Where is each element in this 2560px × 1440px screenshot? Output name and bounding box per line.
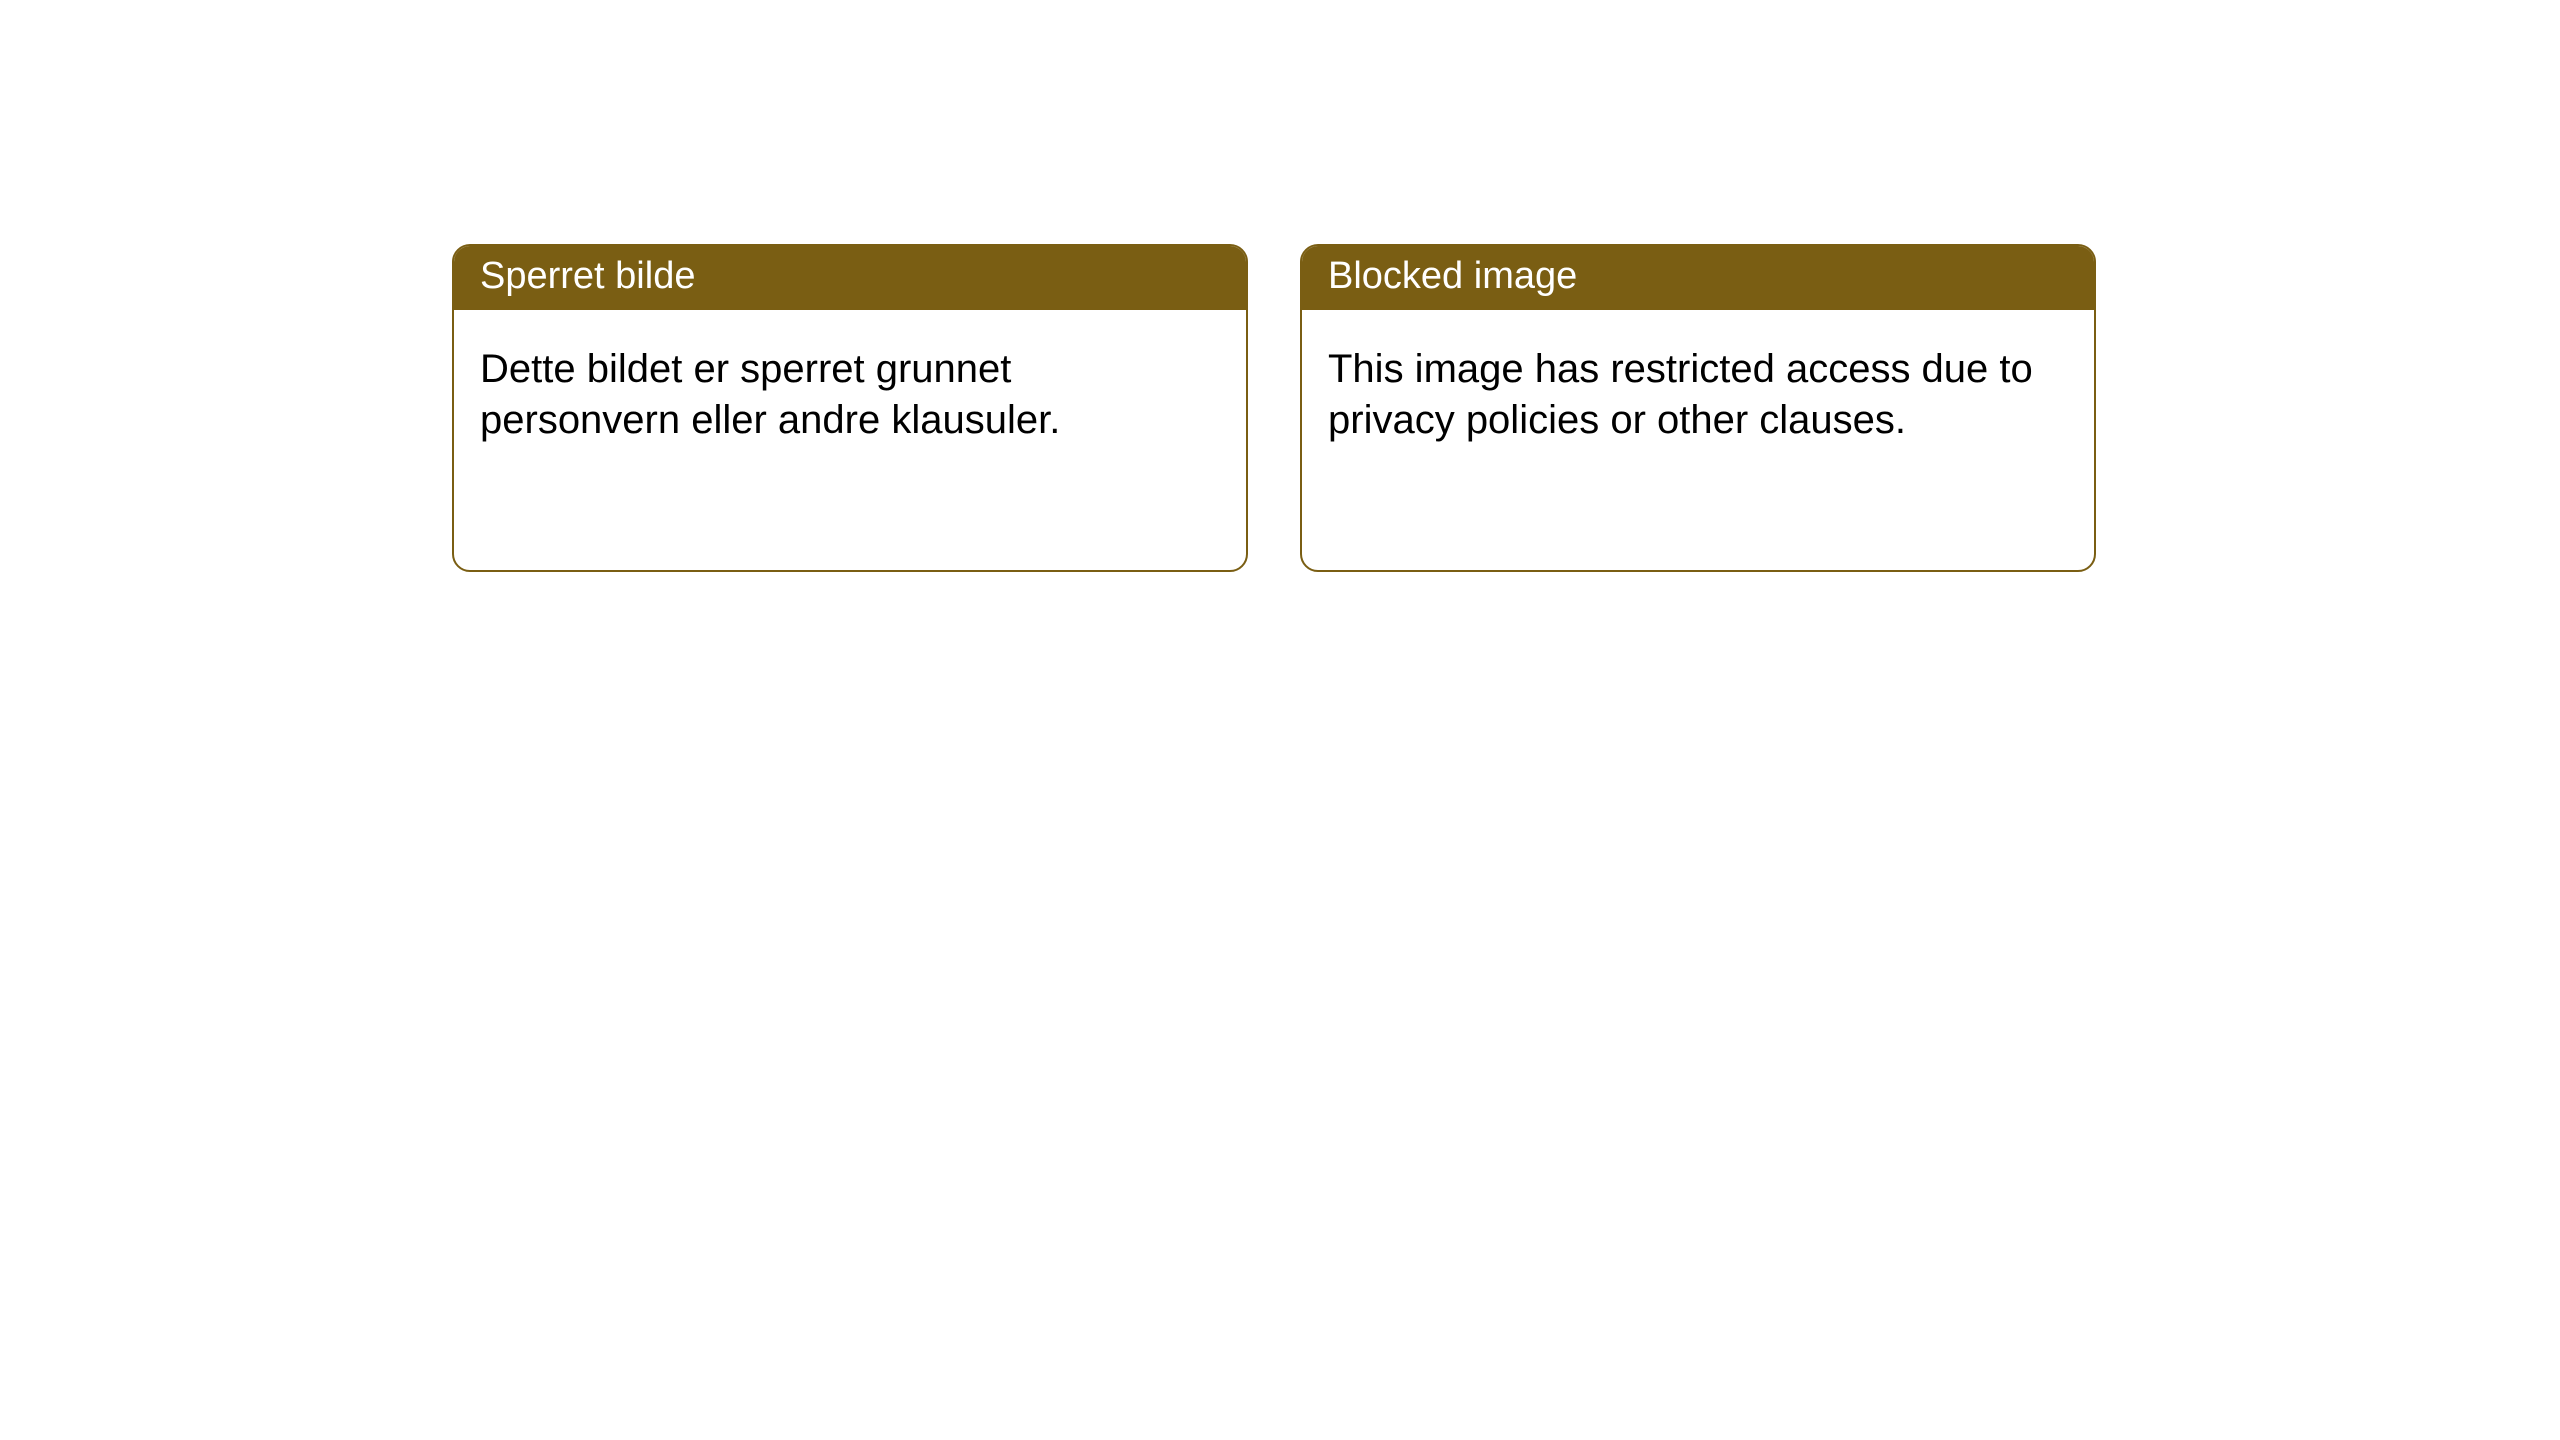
notice-card-english: Blocked image This image has restricted …	[1300, 244, 2096, 572]
notice-container: Sperret bilde Dette bildet er sperret gr…	[0, 0, 2560, 572]
card-body: This image has restricted access due to …	[1302, 310, 2094, 480]
card-body: Dette bildet er sperret grunnet personve…	[454, 310, 1246, 480]
card-title: Sperret bilde	[454, 246, 1246, 310]
notice-card-norwegian: Sperret bilde Dette bildet er sperret gr…	[452, 244, 1248, 572]
card-title: Blocked image	[1302, 246, 2094, 310]
